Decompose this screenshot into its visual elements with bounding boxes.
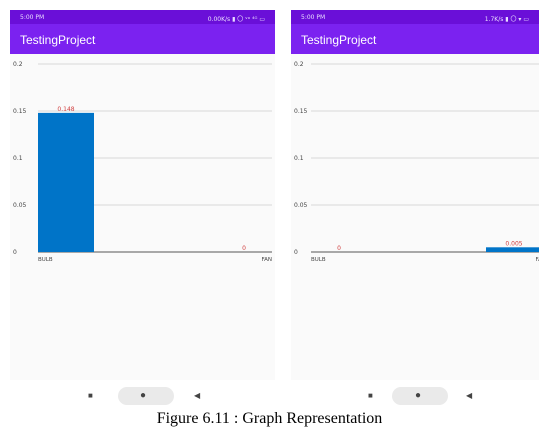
status-bar: 5:00 PM 1.7K/s ▮ 〇 ▾ ▭ [291, 10, 539, 24]
y-tick-label: 0.15 [294, 108, 308, 115]
y-tick-label: 0 [294, 249, 298, 256]
recents-square-icon[interactable]: ■ [88, 391, 93, 400]
y-tick-label: 0.05 [13, 202, 27, 209]
home-circle-icon[interactable]: ● [415, 390, 422, 401]
x-tick-label: BULB [311, 257, 326, 263]
y-tick-label: 0 [13, 249, 17, 256]
status-time: 5:00 PM [301, 14, 326, 21]
bar-bulb [38, 112, 94, 252]
bar-chart[interactable]: 0 0.05 0.1 0.15 0.2 0 BULB 0.005 FAN [291, 54, 539, 294]
y-tick-label: 0.1 [13, 155, 23, 162]
bar-value-label: 0.148 [57, 106, 74, 113]
app-bar: TestingProject [10, 24, 275, 54]
y-tick-label: 0.2 [294, 61, 304, 68]
home-pill[interactable] [118, 387, 174, 405]
x-tick-label: FAN [535, 257, 539, 263]
y-tick-label: 0.15 [13, 108, 27, 115]
bar-value-label: 0 [337, 245, 341, 252]
status-indicators: 0.00K/s ▮ 〇 ᵛᵒ ⁴ᴳ ▭ [207, 16, 265, 23]
bar-chart[interactable]: 0 0.05 0.1 0.15 0.2 0.148 BULB 0 FAN [10, 54, 275, 294]
home-pill[interactable] [392, 387, 448, 405]
y-tick-label: 0.1 [294, 155, 304, 162]
app-bar: TestingProject [291, 24, 539, 54]
back-triangle-icon[interactable]: ◀ [194, 391, 201, 400]
bar-fan [486, 247, 539, 252]
app-title: TestingProject [20, 33, 96, 47]
status-bar: 5:00 PM 0.00K/s ▮ 〇 ᵛᵒ ⁴ᴳ ▭ [10, 10, 275, 24]
phone-screen-left: 5:00 PM 0.00K/s ▮ 〇 ᵛᵒ ⁴ᴳ ▭ TestingProje… [10, 10, 275, 390]
bar-value-label: 0.005 [505, 240, 522, 247]
navigation-bar [10, 380, 539, 410]
y-tick-label: 0.2 [13, 61, 23, 68]
x-tick-label: FAN [261, 257, 272, 263]
figure-caption: Figure 6.11 : Graph Representation [156, 410, 383, 427]
back-triangle-icon[interactable]: ◀ [466, 391, 473, 400]
home-circle-icon[interactable]: ● [140, 390, 147, 401]
app-title: TestingProject [301, 33, 377, 47]
bar-value-label: 0 [242, 245, 246, 252]
status-indicators: 1.7K/s ▮ 〇 ▾ ▭ [484, 16, 529, 23]
recents-square-icon[interactable]: ■ [368, 391, 373, 400]
x-tick-label: BULB [38, 257, 53, 263]
status-time: 5:00 PM [20, 14, 45, 21]
y-tick-label: 0.05 [294, 202, 308, 209]
